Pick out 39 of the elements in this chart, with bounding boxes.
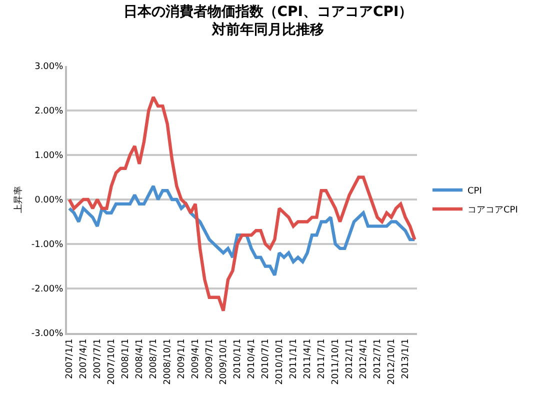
legend-label: CPI bbox=[468, 186, 482, 197]
x-tick-label: 2007/7/1 bbox=[93, 338, 104, 380]
x-tick-label: 2011/7/1 bbox=[317, 338, 328, 380]
x-tick-label: 2010/4/1 bbox=[247, 338, 258, 380]
x-tick-label: 2013/1/1 bbox=[401, 338, 412, 380]
y-tick-label: 2.00% bbox=[34, 106, 64, 117]
x-tick-label: 2008/4/1 bbox=[135, 338, 146, 380]
x-tick-label: 2012/1/1 bbox=[345, 338, 356, 380]
y-tick-label: -3.00% bbox=[31, 329, 64, 340]
x-tick-label: 2007/1/1 bbox=[65, 338, 76, 380]
x-tick-label: 2007/4/1 bbox=[79, 338, 90, 380]
y-tick-label: -1.00% bbox=[31, 240, 64, 250]
x-tick-label: 2010/7/1 bbox=[261, 338, 272, 380]
y-tick-label: 3.00% bbox=[34, 62, 64, 72]
x-tick-label: 2008/7/1 bbox=[149, 338, 160, 380]
y-tick-label: 1.00% bbox=[34, 151, 64, 162]
x-tick-label: 2010/1/1 bbox=[233, 338, 244, 380]
x-tick-label: 2012/4/1 bbox=[359, 338, 370, 380]
chart-subtitle: 対前年同月比推移 bbox=[211, 21, 324, 38]
x-tick-label: 2012/7/1 bbox=[373, 338, 384, 380]
line-series bbox=[68, 96, 416, 312]
x-tick-label: 2007/10/1 bbox=[107, 338, 118, 385]
y-axis-title: 上昇率 bbox=[13, 186, 24, 213]
legend-label: コアコアCPI bbox=[468, 206, 518, 216]
x-tick-label: 2009/4/1 bbox=[191, 338, 202, 380]
x-tick-label: 2010/10/1 bbox=[275, 338, 286, 385]
x-tick-label: 2009/10/1 bbox=[219, 338, 230, 385]
x-tick-label: 2011/10/1 bbox=[331, 338, 342, 385]
y-tick-label: -2.00% bbox=[31, 284, 64, 295]
x-tick-label: 2009/1/1 bbox=[177, 338, 188, 380]
x-tick-label: 2008/1/1 bbox=[121, 338, 132, 380]
line-series bbox=[68, 184, 416, 277]
x-tick-label: 2009/7/1 bbox=[205, 338, 216, 380]
chart-title: 日本の消費者物価指数（CPI、コアコアCPI） bbox=[123, 4, 413, 20]
x-tick-label: 2008/10/1 bbox=[163, 338, 174, 385]
x-tick-label: 2012/10/1 bbox=[387, 338, 398, 385]
x-tick-label: 2011/4/1 bbox=[303, 338, 314, 380]
y-tick-label: 0.00% bbox=[34, 196, 64, 206]
x-tick-label: 2011/1/1 bbox=[289, 338, 300, 380]
